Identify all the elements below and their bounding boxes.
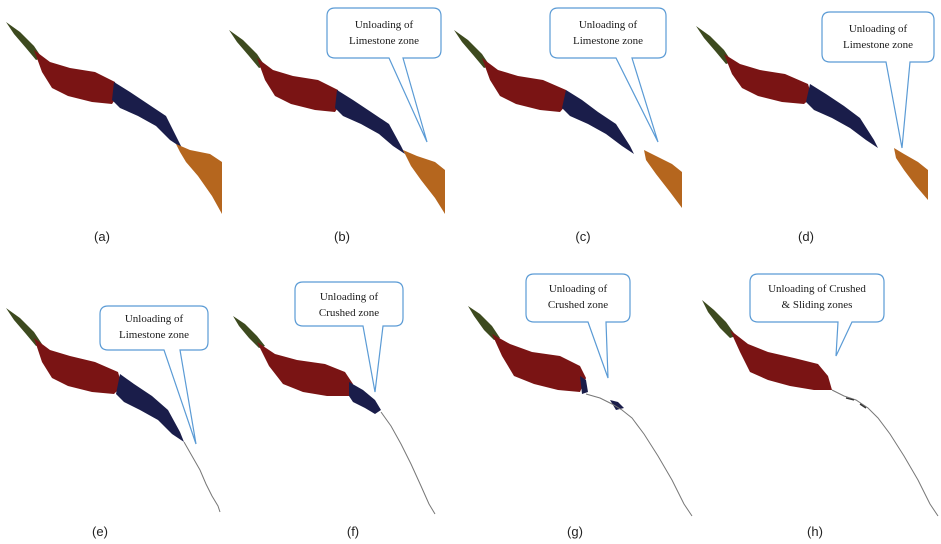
- caption-g: (g): [567, 524, 583, 539]
- callout-line-2: Limestone zone: [119, 329, 189, 341]
- callout-line-2: Limestone zone: [843, 39, 913, 51]
- panel-c: Unloading of Limestone zone (c): [454, 7, 682, 244]
- callout-bubble: [749, 273, 885, 357]
- panel-b: Unloading of Limestone zone (b): [229, 7, 445, 244]
- crushed-zone: [257, 342, 353, 396]
- callout-line-2: & Sliding zones: [782, 299, 853, 311]
- panel-d: Unloading of Limestone zone (d): [696, 11, 935, 244]
- top-zone: [233, 316, 265, 348]
- crushed-zone: [257, 58, 341, 112]
- caption-d: (d): [798, 229, 814, 244]
- callout-line-1: Unloading of: [579, 19, 638, 31]
- sliding-zone: [562, 90, 634, 154]
- callout-line-1: Unloading of Crushed: [768, 283, 866, 295]
- limestone-zone: [894, 148, 928, 200]
- callout-line-1: Unloading of: [125, 313, 184, 325]
- callout-bubble: [549, 7, 667, 143]
- crushed-zone: [34, 50, 118, 104]
- callout-bubble: [525, 273, 631, 379]
- sliding-zone: [112, 82, 182, 148]
- caption-b: (b): [334, 229, 350, 244]
- callout-line-1: Unloading of: [849, 23, 908, 35]
- limestone-zone: [403, 150, 445, 214]
- callout-line-1: Unloading of: [355, 19, 414, 31]
- crushed-zone: [730, 330, 832, 390]
- callout-line-2: Limestone zone: [573, 35, 643, 47]
- panel-g: Unloading of Crushed zone (g): [468, 273, 693, 539]
- caption-c: (c): [575, 229, 590, 244]
- limestone-zone: [176, 144, 222, 214]
- unloaded-profile: [380, 411, 436, 515]
- top-zone: [454, 30, 490, 68]
- callout-bubble: [821, 11, 935, 149]
- crushed-zone: [724, 54, 812, 104]
- top-zone: [468, 306, 500, 340]
- sliding-zone: [806, 84, 878, 148]
- panel-f: Unloading of Crushed zone (f): [233, 281, 436, 539]
- callout-line-2: Limestone zone: [349, 35, 419, 47]
- callout-line-1: Unloading of: [320, 291, 379, 303]
- callout-line-2: Crushed zone: [548, 299, 608, 311]
- sliding-zone: [335, 90, 405, 154]
- caption-h: (h): [807, 524, 823, 539]
- sliding-zone: [580, 376, 588, 394]
- panel-e: Unloading of Limestone zone (e): [6, 305, 221, 539]
- sliding-zone: [349, 382, 381, 414]
- top-zone: [702, 300, 736, 338]
- caption-e: (e): [92, 524, 108, 539]
- caption-f: (f): [347, 524, 359, 539]
- unloaded-profile: [585, 393, 693, 517]
- callout-line-2: Crushed zone: [319, 307, 379, 319]
- crushed-zone: [482, 58, 568, 112]
- top-zone: [696, 26, 732, 64]
- callout-bubble: [294, 281, 404, 393]
- sliding-zone: [116, 374, 184, 442]
- crushed-zone: [34, 338, 122, 394]
- caption-a: (a): [94, 229, 110, 244]
- callout-line-1: Unloading of: [549, 283, 608, 295]
- panel-h: Unloading of Crushed & Sliding zones (h): [702, 273, 939, 539]
- sliding-fragments: [610, 400, 624, 410]
- crushed-zone: [492, 334, 586, 392]
- panel-a: (a): [6, 22, 222, 244]
- limestone-zone: [644, 150, 682, 208]
- callout-bubble: [326, 7, 442, 143]
- unloaded-profile: [183, 441, 221, 513]
- unloaded-profile: [831, 389, 939, 517]
- top-zone: [6, 308, 42, 346]
- top-zone: [229, 30, 265, 68]
- residual-fragments: [845, 397, 867, 409]
- top-zone: [6, 22, 42, 60]
- callout-bubble: [99, 305, 209, 445]
